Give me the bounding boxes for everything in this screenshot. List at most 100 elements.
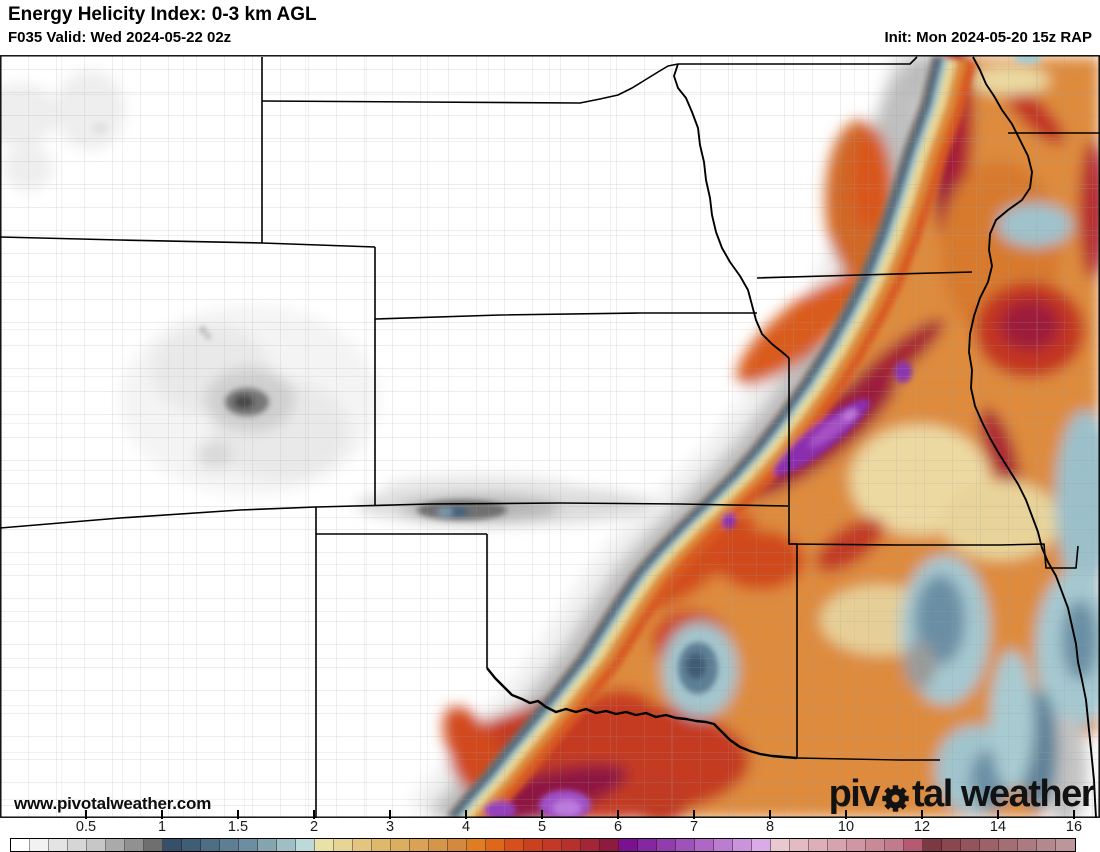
colorbar-cell [30, 839, 49, 851]
logo-text-weather: weather [951, 773, 1096, 815]
state-borders [0, 56, 1100, 818]
colorbar-tick-label: 7 [689, 819, 699, 835]
colorbar-cell [771, 839, 790, 851]
colorbar-cell [543, 839, 562, 851]
pivotal-weather-logo: piv tal weather [828, 773, 1096, 816]
colorbar-tick-label: 2 [309, 819, 319, 835]
colorbar-cell [619, 839, 638, 851]
colorbar-cell [182, 839, 201, 851]
colorbar-cell [885, 839, 904, 851]
colorbar-cell [714, 839, 733, 851]
colorbar-tick-label: 0.5 [75, 819, 97, 835]
colorbar-cell [11, 839, 30, 851]
colorbar-tick [997, 810, 999, 819]
colorbar-cell [87, 839, 106, 851]
colorbar-cell [125, 839, 144, 851]
colorbar-tick [1073, 810, 1075, 819]
colorbar-tick [85, 810, 87, 819]
colorbar-cell [334, 839, 353, 851]
colorbar-cell [49, 839, 68, 851]
colorbar-cell [828, 839, 847, 851]
colorbar-cell [201, 839, 220, 851]
gear-icon [882, 785, 909, 812]
colorbar-cell [144, 839, 163, 851]
colorbar-labels: 0.5 1 1.5 2 3 4 5 6 7 8 10 12 14 16 [0, 819, 1100, 837]
colorbar-cell [391, 839, 410, 851]
colorbar-cell [752, 839, 771, 851]
colorbar-tick [769, 810, 771, 819]
colorbar-tick [237, 810, 239, 819]
colorbar-tick [921, 810, 923, 819]
colorbar-cell [277, 839, 296, 851]
colorbar-tick-label: 5 [537, 819, 547, 835]
colorbar-cell [847, 839, 866, 851]
colorbar-cell [1056, 839, 1075, 851]
colorbar-tick [541, 810, 543, 819]
colorbar-cell [562, 839, 581, 851]
colorbar-tick [617, 810, 619, 819]
colorbar-cell [904, 839, 923, 851]
colorbar-cell [220, 839, 239, 851]
colorbar-cell [106, 839, 125, 851]
colorbar-cell [999, 839, 1018, 851]
colorbar-tick [389, 810, 391, 819]
colorbar-cell [486, 839, 505, 851]
colorbar-cell [467, 839, 486, 851]
colorbar-tick-label: 1 [157, 819, 167, 835]
colorbar-cell [448, 839, 467, 851]
colorbar-cell [657, 839, 676, 851]
colorbar-cell [163, 839, 182, 851]
colorbar-cell [1037, 839, 1056, 851]
ehi-map-canvas [0, 55, 1100, 818]
colorbar-tick-label: 1.5 [227, 819, 249, 835]
colorbar-cell [733, 839, 752, 851]
colorbar-cell [942, 839, 961, 851]
colorbar-cell [923, 839, 942, 851]
colorbar-tick [313, 810, 315, 819]
colorbar-cell [372, 839, 391, 851]
colorbar-cell [524, 839, 543, 851]
colorbar-cell [866, 839, 885, 851]
watermark-url: www.pivotalweather.com [14, 794, 212, 813]
colorbar-cell [695, 839, 714, 851]
colorbar-tick [693, 810, 695, 819]
colorbar-cell [790, 839, 809, 851]
colorbar-cell [429, 839, 448, 851]
forecast-valid-label: F035 Valid: Wed 2024-05-22 02z [8, 29, 232, 46]
colorbar-cell [296, 839, 315, 851]
colorbar-cell [239, 839, 258, 851]
colorbar-cell [809, 839, 828, 851]
colorbar-tick [465, 810, 467, 819]
weather-map: www.pivotalweather.com piv tal weather [0, 55, 1100, 818]
page-title: Energy Helicity Index: 0-3 km AGL [8, 4, 317, 25]
colorbar-cell [600, 839, 619, 851]
logo-text-tal: tal [911, 773, 953, 815]
colorbar-ticks [0, 810, 1100, 819]
colorbar-cell [676, 839, 695, 851]
colorbar-tick-label: 12 [913, 819, 931, 835]
colorbar-cell [410, 839, 429, 851]
colorbar-tick [161, 810, 163, 819]
map-frame [0, 55, 1100, 818]
colorbar-cell [980, 839, 999, 851]
colorbar-cell [258, 839, 277, 851]
colorbar-cell [353, 839, 372, 851]
colorbar-tick-label: 16 [1065, 819, 1083, 835]
colorbar-cell [638, 839, 657, 851]
colorbar-tick-label: 14 [989, 819, 1007, 835]
county-grid-coarse [0, 55, 1100, 818]
colorbar-cell [961, 839, 980, 851]
logo-text-piv: piv [828, 773, 881, 815]
colorbar-tick-label: 6 [613, 819, 623, 835]
colorbar-tick [845, 810, 847, 819]
colorbar-tick-label: 8 [765, 819, 775, 835]
colorbar-tick-label: 3 [385, 819, 395, 835]
colorbar-cell [505, 839, 524, 851]
colorbar-cell [581, 839, 600, 851]
colorbar-cell [315, 839, 334, 851]
colorbar-cell [1018, 839, 1037, 851]
colorbar-tick-label: 10 [837, 819, 855, 835]
colorbar-cell [68, 839, 87, 851]
model-init-label: Init: Mon 2024-05-20 15z RAP [884, 29, 1092, 46]
colorbar-tick-label: 4 [461, 819, 471, 835]
